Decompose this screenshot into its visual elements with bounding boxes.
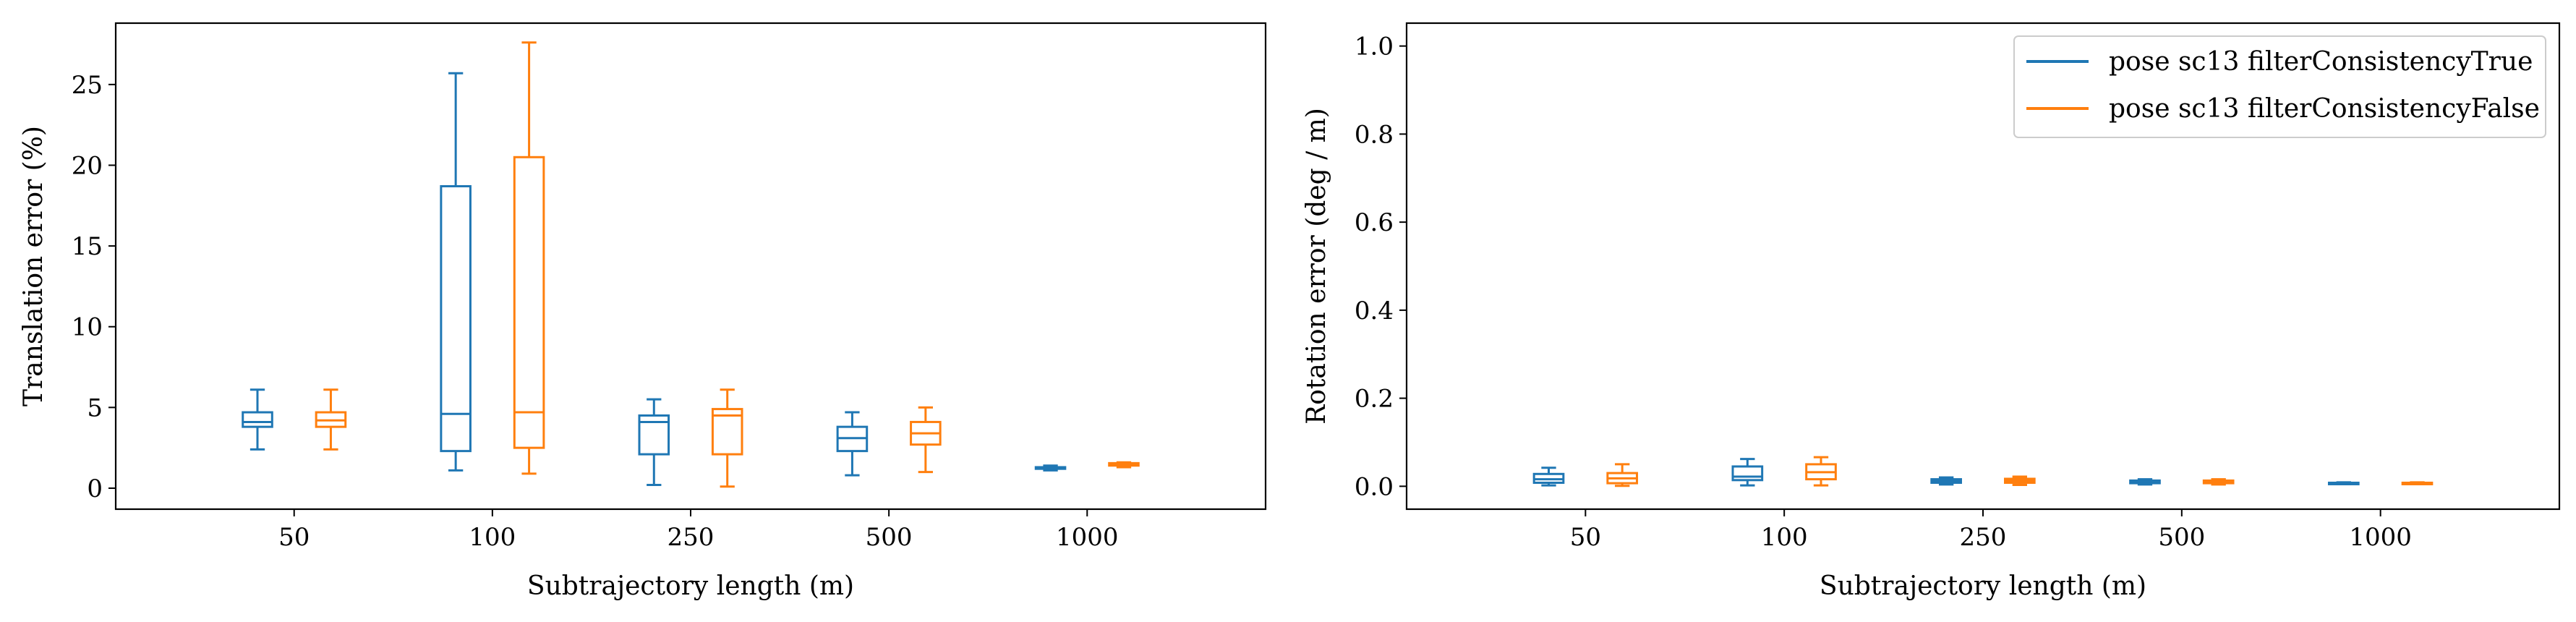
y-tick-label: 0.8 — [1355, 120, 1394, 149]
x-tick-label: 1000 — [2349, 523, 2412, 552]
box-body — [440, 184, 472, 453]
y-tick-label: 10 — [72, 313, 103, 342]
y-tick-label: 0.0 — [1355, 472, 1394, 501]
box-false-50 — [1606, 463, 1639, 487]
x-tick-label: 100 — [1761, 523, 1808, 552]
box-marks — [242, 41, 1140, 488]
legend-label-false: pose sc13 filterConsistencyFalse — [2109, 94, 2540, 124]
box-true-50 — [242, 388, 273, 451]
box-body — [513, 156, 545, 449]
y-ticks: 0.0 0.2 0.4 0.6 0.8 1.0 — [1355, 33, 1407, 501]
box-true-50 — [1532, 466, 1565, 487]
box-body — [638, 414, 670, 456]
y-tick-label: 1.0 — [1355, 33, 1394, 61]
box-true-1000 — [2327, 481, 2360, 485]
box-true-100 — [440, 72, 472, 472]
box-true-250 — [638, 398, 670, 487]
y-tick-label: 5 — [87, 393, 103, 422]
translation-error-chart: 0 5 10 15 20 25 50 100 250 500 1000 Subtrajectory… — [19, 22, 1267, 601]
box-false-1000 — [1108, 461, 1140, 469]
plot-frame — [114, 22, 1267, 511]
box-false-100 — [1805, 456, 1837, 487]
box-false-100 — [513, 41, 545, 475]
box-body — [1731, 465, 1764, 482]
legend-frame — [2013, 35, 2546, 138]
y-tick-label: 15 — [72, 232, 103, 261]
y-axis-label: Rotation error (deg / m) — [1302, 108, 1331, 425]
box-body — [711, 408, 743, 456]
x-tick-label: 1000 — [1056, 523, 1119, 552]
y-tick-label: 20 — [72, 151, 103, 180]
x-tick-label: 500 — [2158, 523, 2205, 552]
x-tick-label: 50 — [278, 523, 310, 552]
box-false-50 — [315, 388, 347, 451]
y-tick-label: 0.2 — [1355, 385, 1394, 414]
y-tick-label: 0 — [87, 474, 103, 503]
y-tick-label: 25 — [72, 71, 103, 100]
y-ticks: 0 5 10 15 20 25 — [72, 71, 116, 503]
x-ticks: 50 100 250 500 1000 — [278, 509, 1119, 552]
x-tick-label: 250 — [1960, 523, 2007, 552]
x-tick-label: 100 — [469, 523, 516, 552]
x-axis-label: Subtrajectory length (m) — [527, 571, 854, 601]
box-body — [242, 411, 273, 428]
box-true-100 — [1731, 458, 1764, 487]
box-true-500 — [2129, 478, 2161, 486]
box-false-1000 — [2401, 481, 2434, 485]
x-tick-label: 50 — [1570, 523, 1601, 552]
legend: pose sc13 filterConsistencyTrue pose sc1… — [2013, 35, 2546, 138]
x-ticks: 50 100 250 500 1000 — [1570, 509, 2412, 552]
box-false-500 — [910, 406, 942, 474]
box-true-250 — [1930, 476, 1962, 486]
y-tick-label: 0.6 — [1355, 208, 1394, 237]
box-true-1000 — [1034, 464, 1067, 472]
box-false-250 — [711, 388, 743, 488]
x-tick-label: 500 — [866, 523, 913, 552]
y-axis-label: Translation error (%) — [19, 126, 48, 406]
x-axis-label: Subtrajectory length (m) — [1820, 571, 2146, 601]
box-marks — [1532, 456, 2434, 487]
x-tick-label: 250 — [668, 523, 715, 552]
y-tick-label: 0.4 — [1355, 297, 1394, 325]
box-true-500 — [836, 411, 869, 477]
box-false-250 — [2004, 475, 2036, 487]
legend-label-true: pose sc13 filterConsistencyTrue — [2109, 47, 2533, 77]
rotation-error-chart: 0.0 0.2 0.4 0.6 0.8 1.0 50 100 250 500 1000 Subtr… — [1302, 22, 2561, 601]
box-false-500 — [2202, 478, 2235, 486]
